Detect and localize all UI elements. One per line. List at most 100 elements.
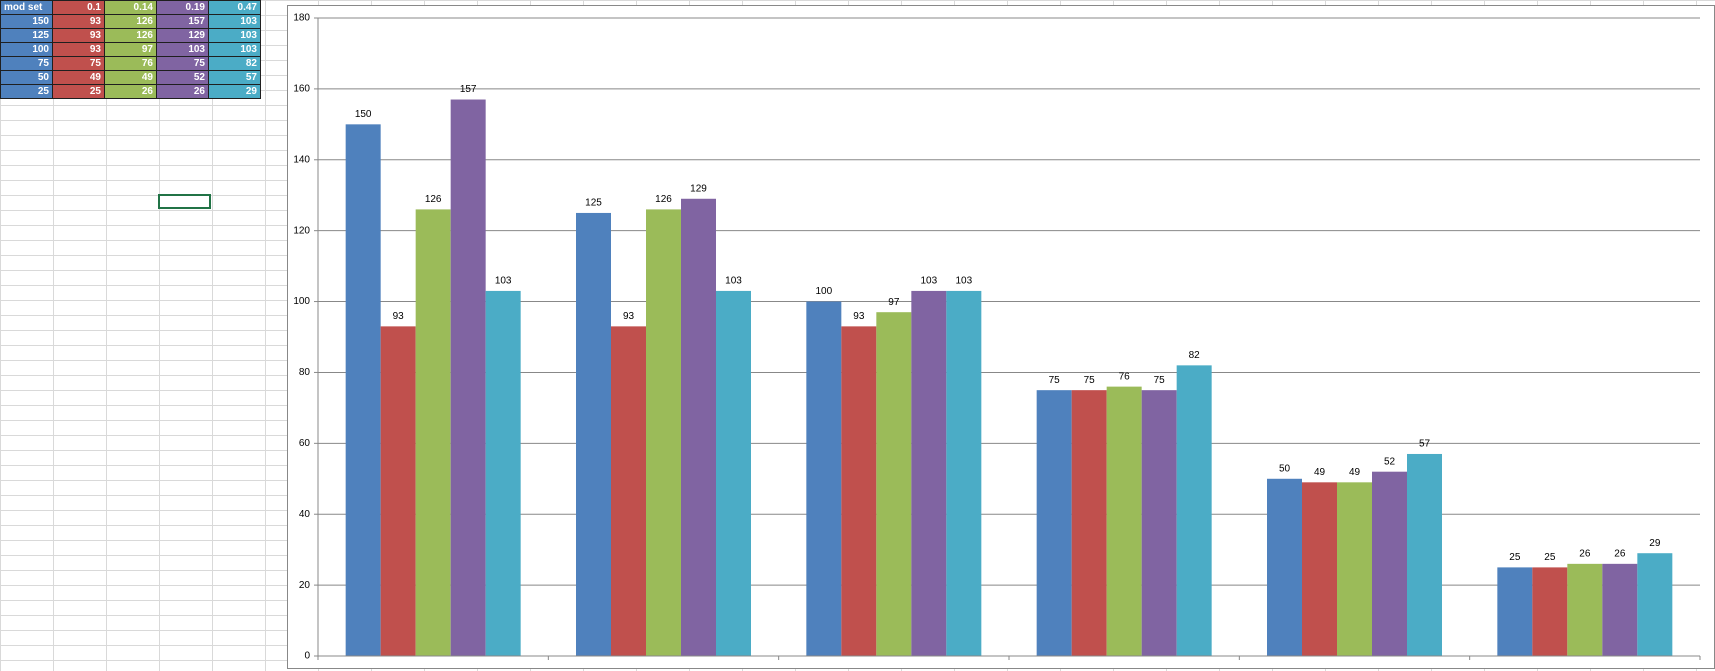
data-label: 26 [1614,548,1626,559]
table-cell[interactable]: 29 [208,84,261,99]
y-tick-label: 100 [293,296,310,307]
table-cell[interactable]: 157 [156,14,209,29]
bar [450,99,486,657]
bar [1567,563,1603,656]
data-label: 93 [853,311,865,322]
y-tick-label: 20 [299,580,311,591]
table-row: 75 75 76 75 82 [0,56,261,71]
bar [1267,478,1302,656]
table-cell[interactable]: 0.1 [52,0,105,15]
data-label: 75 [1049,375,1061,386]
data-label: 93 [393,311,405,322]
bar [876,312,912,656]
table-cell[interactable]: 150 [0,14,53,29]
y-tick-label: 120 [293,225,310,236]
data-label: 26 [1579,548,1591,559]
data-table: mod set 0.1 0.14 0.19 0.47 150 93 126 157 103 125 9… [0,0,261,99]
data-label: 103 [725,276,742,287]
bar [415,209,451,656]
bar [646,209,681,656]
table-row: 125 93 126 129 103 [0,28,261,43]
bar [841,326,877,656]
data-label: 50 [1279,463,1291,474]
bar [1637,553,1673,656]
data-label: 125 [585,198,602,209]
data-label: 103 [920,276,937,287]
table-cell[interactable]: 26 [156,84,209,99]
data-label: 97 [888,297,900,308]
table-cell[interactable]: 93 [52,42,105,57]
data-label: 126 [655,194,672,205]
table-cell[interactable]: 52 [156,70,209,85]
table-cell[interactable]: 97 [104,42,157,57]
bar [1407,453,1442,656]
table-cell[interactable]: 93 [52,14,105,29]
table-cell[interactable]: 100 [0,42,53,57]
data-label: 150 [355,109,372,120]
chart: 0 20 40 60 80 100 120 140 160 180 150 93 126 157 103 12… [287,5,1715,669]
table-cell[interactable]: 103 [156,42,209,57]
y-tick-label: 160 [293,84,310,95]
table-cell[interactable]: 103 [208,42,261,57]
table-cell[interactable]: 82 [208,56,261,71]
bar [681,198,716,656]
data-label: 49 [1314,467,1326,478]
data-label: 76 [1119,371,1131,382]
table-cell[interactable]: 126 [104,28,157,43]
data-label: 25 [1544,552,1556,563]
table-cell[interactable]: 129 [156,28,209,43]
bar [576,212,611,656]
data-label: 52 [1384,456,1396,467]
y-tick-label: 40 [299,509,311,520]
table-cell[interactable]: 49 [104,70,157,85]
table-cell[interactable]: mod set [0,0,53,15]
table-row: 25 25 26 26 29 [0,84,261,99]
y-tick-label: 140 [293,154,310,165]
bar [485,290,521,656]
table-cell[interactable]: 125 [0,28,53,43]
table-row: 150 93 126 157 103 [0,14,261,29]
selected-cell[interactable] [158,194,211,209]
bar [380,326,416,656]
bar [716,290,751,656]
table-cell[interactable]: 103 [208,14,261,29]
y-tick-label: 60 [299,438,311,449]
bar [1106,386,1142,656]
data-label: 103 [495,276,512,287]
y-tick-label: 80 [299,367,311,378]
data-label: 82 [1189,350,1201,361]
data-label: 93 [623,311,635,322]
table-cell[interactable]: 103 [208,28,261,43]
table-cell[interactable]: 75 [156,56,209,71]
data-label: 57 [1419,439,1431,450]
table-cell[interactable]: 76 [104,56,157,71]
data-label: 25 [1509,552,1521,563]
bar [1337,482,1372,656]
table-cell[interactable]: 126 [104,14,157,29]
data-label: 129 [690,183,707,194]
table-cell[interactable]: 57 [208,70,261,85]
bar [1141,390,1177,656]
table-cell[interactable]: 0.19 [156,0,209,15]
table-cell[interactable]: 75 [52,56,105,71]
table-row: 50 49 49 52 57 [0,70,261,85]
table-cell[interactable]: 25 [52,84,105,99]
table-cell[interactable]: 50 [0,70,53,85]
table-cell[interactable]: 25 [0,84,53,99]
data-label: 126 [425,194,442,205]
table-row: mod set 0.1 0.14 0.19 0.47 [0,0,261,15]
table-cell[interactable]: 49 [52,70,105,85]
table-cell[interactable]: 0.14 [104,0,157,15]
bar [806,301,842,656]
table-cell[interactable]: 26 [104,84,157,99]
y-tick-label: 180 [293,13,310,24]
bar [1372,471,1407,656]
bar [1071,390,1107,656]
data-label: 29 [1649,538,1661,549]
data-label: 100 [815,286,832,297]
table-cell[interactable]: 0.47 [208,0,261,15]
table-cell[interactable]: 75 [0,56,53,71]
data-label: 157 [460,84,477,95]
table-cell[interactable]: 93 [52,28,105,43]
